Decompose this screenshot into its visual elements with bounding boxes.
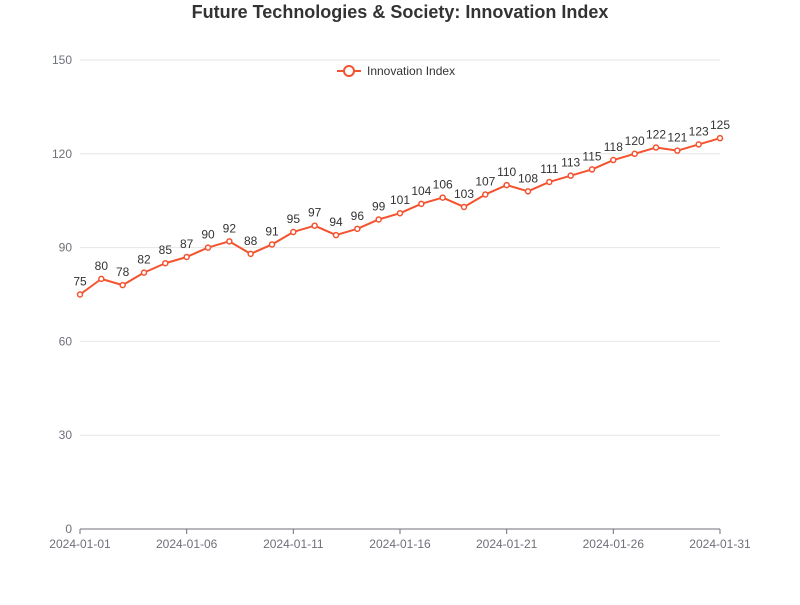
data-point <box>503 181 510 189</box>
data-label: 113 <box>561 156 580 170</box>
data-label: 110 <box>497 165 516 179</box>
data-point <box>418 200 425 208</box>
data-label: 120 <box>625 134 645 148</box>
data-point <box>588 166 596 173</box>
data-point <box>610 156 617 164</box>
legend[interactable]: Innovation Index <box>337 64 455 78</box>
data-label: 103 <box>454 187 474 201</box>
data-point <box>482 191 489 198</box>
x-tick-label: 2024-01-21 <box>476 537 538 551</box>
data-label: 115 <box>582 149 601 163</box>
data-label: 104 <box>411 184 431 198</box>
chart-title: Future Technologies & Society: Innovatio… <box>191 2 609 22</box>
x-tick-label: 2024-01-16 <box>369 537 431 551</box>
data-label: 121 <box>667 131 687 145</box>
data-label: 107 <box>475 174 495 188</box>
data-point <box>268 241 276 248</box>
data-label: 123 <box>689 124 709 138</box>
data-label: 90 <box>201 228 215 242</box>
y-tick-label: 150 <box>52 53 72 67</box>
data-label: 88 <box>244 234 258 248</box>
data-label: 125 <box>710 118 730 132</box>
data-point <box>716 134 724 142</box>
data-label: 85 <box>159 243 173 257</box>
data-point <box>290 228 297 236</box>
data-point <box>546 178 553 186</box>
data-label: 87 <box>180 237 194 251</box>
legend-label: Innovation Index <box>367 64 455 78</box>
data-point <box>631 150 638 158</box>
x-tick-label: 2024-01-06 <box>156 537 218 551</box>
legend-marker-icon <box>343 65 355 77</box>
data-label: 82 <box>137 253 151 267</box>
data-label: 92 <box>223 221 237 235</box>
data-label: 91 <box>265 224 279 238</box>
data-point <box>695 141 702 148</box>
data-label: 94 <box>329 215 343 229</box>
data-point <box>396 209 404 217</box>
y-tick-label: 30 <box>59 428 73 442</box>
data-point <box>375 216 382 223</box>
series-innovation-index <box>76 134 724 298</box>
x-tick-label: 2024-01-26 <box>583 537 645 551</box>
data-point <box>204 244 212 251</box>
data-label: 97 <box>308 206 322 220</box>
data-point <box>98 275 105 283</box>
x-tick-label: 2024-01-11 <box>263 537 324 551</box>
data-point <box>311 222 318 229</box>
data-label: 118 <box>604 140 623 154</box>
data-label: 108 <box>518 171 538 185</box>
x-tick-label: 2024-01-01 <box>49 537 111 551</box>
data-label: 106 <box>433 178 453 192</box>
data-label: 122 <box>646 128 666 142</box>
data-point <box>354 225 361 233</box>
x-tick-label: 2024-01-31 <box>689 537 751 551</box>
data-label: 101 <box>390 193 410 207</box>
grid-lines <box>80 59 720 436</box>
y-tick-label: 90 <box>59 241 73 255</box>
data-point <box>567 172 574 179</box>
data-point <box>162 259 169 267</box>
data-point <box>460 203 468 211</box>
data-point <box>332 231 340 239</box>
data-point <box>76 291 84 298</box>
data-point <box>183 253 190 261</box>
data-label: 78 <box>116 265 130 279</box>
axes: 0 30 60 90 120 150 2024-01-01 2024-01-06 2024-01… <box>49 53 751 551</box>
data-point <box>140 269 148 276</box>
data-point <box>674 147 681 154</box>
data-label: 80 <box>95 259 109 273</box>
data-point <box>226 238 233 245</box>
y-tick-label: 120 <box>52 147 72 161</box>
data-label: 99 <box>372 199 386 213</box>
data-label: 96 <box>351 209 365 223</box>
y-tick-label: 0 <box>65 522 72 536</box>
data-label: 111 <box>540 162 559 176</box>
data-point <box>652 144 660 151</box>
data-point <box>524 188 532 195</box>
data-label: 75 <box>73 275 87 289</box>
data-point <box>439 194 446 201</box>
data-point <box>247 250 254 258</box>
data-label: 95 <box>287 212 301 226</box>
data-point <box>119 281 126 289</box>
y-tick-label: 60 <box>59 334 73 348</box>
